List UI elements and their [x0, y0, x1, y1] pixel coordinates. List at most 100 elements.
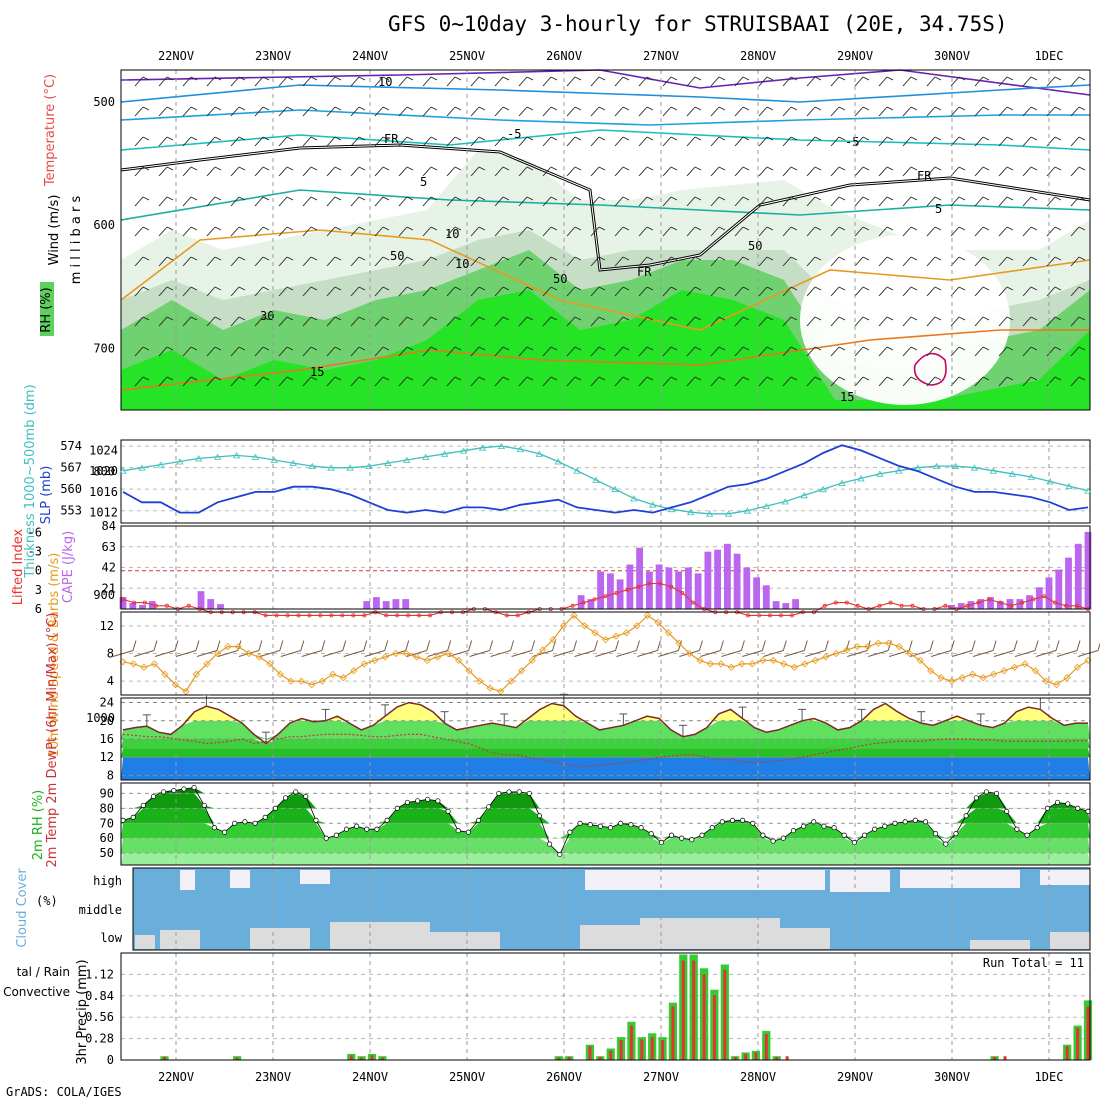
wind-barb-flag: [670, 316, 678, 321]
cape-bar: [665, 567, 673, 609]
wind-barb: [1046, 226, 1056, 237]
wind-barb-flag: [1006, 286, 1014, 291]
wind-barb: [398, 376, 408, 387]
wind-barb-flag: [862, 316, 870, 321]
wind-barb: [878, 286, 888, 297]
wind-barb-flag: [838, 286, 846, 291]
rh-marker: [171, 787, 177, 794]
wind-barb-flag: [838, 166, 846, 171]
wind-barb: [542, 256, 552, 267]
wind-barb-flag: [1054, 76, 1062, 81]
wind-barb: [254, 196, 264, 207]
wind-barb: [1046, 346, 1056, 357]
wind-barb-flag: [166, 256, 174, 261]
lifted-index-marker: [910, 603, 915, 608]
thickness-marker: [119, 467, 127, 474]
wind-barb-flag: [478, 136, 486, 141]
wind-barb: [638, 256, 648, 267]
wind-barb-flag: [742, 286, 750, 291]
precip-convective-bar: [681, 960, 685, 1060]
wind-barb-flag: [910, 106, 918, 111]
wind-barb-flag: [670, 286, 678, 291]
rh-marker: [750, 820, 756, 826]
li-tick-label: 0: [35, 564, 42, 578]
wind-barb-flag: [166, 286, 174, 291]
slp-tick-label: 1016: [89, 485, 118, 499]
wind-barb: [806, 286, 816, 297]
wind-barb-flag: [742, 226, 750, 231]
date-tick-label: 1DEC: [1035, 49, 1064, 63]
wind-barb: [806, 196, 816, 207]
wind-barb-flag: [166, 226, 174, 231]
wind-barb: [638, 76, 648, 87]
rh-marker: [658, 840, 664, 846]
wind-barb: [398, 76, 408, 87]
wind-barb: [1014, 650, 1036, 657]
wind-barb: [710, 256, 720, 267]
pressure-axis-label: m i l l i b a r s: [69, 196, 84, 285]
wind-barb: [254, 226, 264, 237]
wind-barb: [446, 346, 456, 357]
wind-barb: [614, 136, 624, 147]
wind-barb-flag: [910, 256, 918, 261]
contour-label: 10: [455, 257, 469, 271]
wind-barb-flag: [934, 376, 942, 381]
wind-barb-flag: [550, 166, 558, 171]
thickness-marker: [478, 444, 487, 451]
wind-speed-marker: [559, 622, 568, 630]
wind-barb-flag: [526, 286, 534, 291]
wind-barb: [175, 650, 197, 657]
wind-barb: [974, 346, 984, 357]
side-label-rh: RH (%): [39, 287, 54, 332]
cape-bar: [1055, 569, 1063, 609]
wind-barb-flag: [1054, 346, 1062, 351]
wind-barb: [686, 166, 696, 177]
wind-barb-flag: [454, 136, 462, 141]
wind-barb: [494, 376, 504, 387]
rh-marker: [394, 805, 400, 811]
wind-barb: [254, 376, 264, 387]
wind-barb-flag: [1030, 346, 1038, 351]
wind-barb-flag: [550, 286, 558, 291]
wind-barb-flag: [1006, 106, 1014, 111]
wind-barb-flag: [334, 136, 342, 141]
precip-convective-bar: [764, 1034, 768, 1060]
wind-barb: [758, 226, 768, 237]
wind-barb-flag: [958, 76, 966, 81]
wind-barb-flag: [142, 136, 150, 141]
wind-barb-flag: [670, 376, 678, 381]
wind-barb-flag: [142, 196, 150, 201]
rh-marker: [597, 823, 603, 829]
wind-speed-marker: [213, 649, 221, 658]
wind-barb: [206, 136, 216, 147]
wind-barb: [878, 166, 888, 177]
date-tick-label: 23NOV: [255, 1070, 291, 1084]
wind-barb-flag: [670, 106, 678, 111]
wind-barb-flag: [766, 316, 774, 321]
lifted-index-marker: [581, 600, 586, 605]
cape-bar: [724, 543, 731, 609]
rh-marker: [841, 832, 847, 838]
rh-marker: [282, 795, 289, 801]
wind-barb-flag: [526, 76, 534, 81]
wind-barb-flag: [1006, 166, 1014, 171]
wind-barb-flag: [430, 166, 438, 171]
wind-barb: [398, 346, 408, 357]
wind-barb: [926, 106, 936, 117]
wind-barb-flag: [550, 256, 558, 261]
wind-barb: [470, 196, 480, 207]
wind-barb: [806, 136, 816, 147]
wind-barb-flag: [142, 106, 150, 111]
wind-barb-flag: [1078, 226, 1086, 231]
wind-barb: [854, 256, 864, 267]
wind-barb: [230, 286, 240, 297]
run-total-label: Run Total = 11: [983, 956, 1084, 970]
wind-barb: [974, 316, 984, 327]
thickness-marker: [630, 495, 638, 502]
wind-barb-flag: [982, 136, 990, 141]
wind-barb: [374, 76, 384, 87]
wind-barb: [422, 196, 432, 207]
wind-barb: [469, 650, 490, 657]
wind-barb-flag: [358, 106, 366, 111]
wind-barb-flag: [862, 76, 870, 81]
